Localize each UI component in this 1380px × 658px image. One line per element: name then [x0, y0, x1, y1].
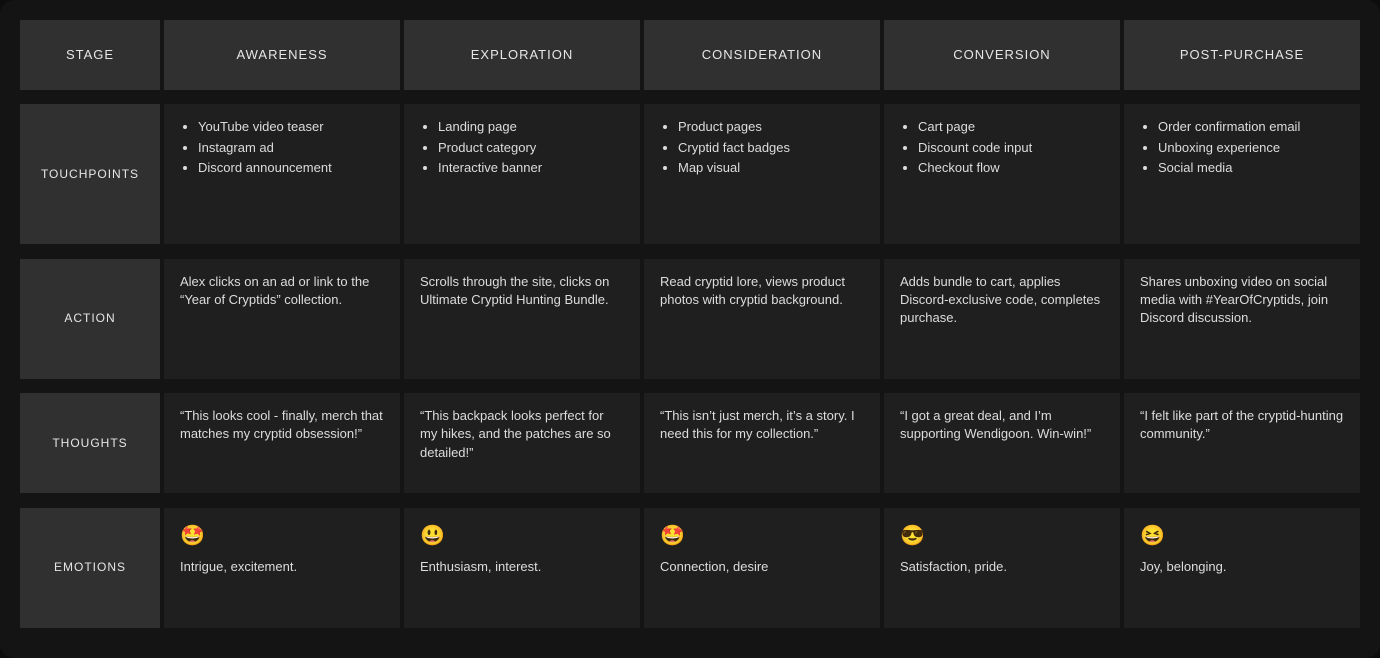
emotion-text: Satisfaction, pride.: [900, 559, 1007, 574]
emotion-text: Enthusiasm, interest.: [420, 559, 541, 574]
touchpoints-exploration: Landing page Product category Interactiv…: [404, 104, 640, 244]
touchpoints-consideration: Product pages Cryptid fact badges Map vi…: [644, 104, 880, 244]
rowlabel-emotions: EMOTIONS: [20, 508, 160, 628]
rowlabel-thoughts: THOUGHTS: [20, 393, 160, 493]
list-item: Checkout flow: [918, 159, 1104, 177]
header-stage-consideration: CONSIDERATION: [644, 20, 880, 90]
header-stage-exploration: EXPLORATION: [404, 20, 640, 90]
action-conversion: Adds bundle to cart, applies Discord-exc…: [884, 259, 1120, 379]
emotions-conversion: 😎 Satisfaction, pride.: [884, 508, 1120, 628]
rowlabel-touchpoints: TOUCHPOINTS: [20, 104, 160, 244]
emotion-emoji: 🤩: [180, 522, 384, 550]
emotion-emoji: 😃: [420, 522, 624, 550]
emotions-exploration: 😃 Enthusiasm, interest.: [404, 508, 640, 628]
thoughts-postpurchase: “I felt like part of the cryptid-hunting…: [1124, 393, 1360, 493]
action-consideration: Read cryptid lore, views product photos …: [644, 259, 880, 379]
list-item: Map visual: [678, 159, 864, 177]
thoughts-awareness: “This looks cool - finally, merch that m…: [164, 393, 400, 493]
journey-map-grid: STAGE AWARENESS EXPLORATION CONSIDERATIO…: [20, 20, 1360, 638]
touchpoints-list: Product pages Cryptid fact badges Map vi…: [660, 118, 864, 177]
list-item: Cryptid fact badges: [678, 139, 864, 157]
thoughts-consideration: “This isn’t just merch, it’s a story. I …: [644, 393, 880, 493]
touchpoints-list: Order confirmation email Unboxing experi…: [1140, 118, 1344, 177]
header-stage-postpurchase: POST-PURCHASE: [1124, 20, 1360, 90]
touchpoints-conversion: Cart page Discount code input Checkout f…: [884, 104, 1120, 244]
list-item: Unboxing experience: [1158, 139, 1344, 157]
list-item: Cart page: [918, 118, 1104, 136]
list-item: Discord announcement: [198, 159, 384, 177]
list-item: Social media: [1158, 159, 1344, 177]
list-item: Product category: [438, 139, 624, 157]
rowlabel-action: ACTION: [20, 259, 160, 379]
thoughts-conversion: “I got a great deal, and I’m supporting …: [884, 393, 1120, 493]
list-item: Interactive banner: [438, 159, 624, 177]
emotion-emoji: 😆: [1140, 522, 1344, 550]
list-item: Order confirmation email: [1158, 118, 1344, 136]
header-corner: STAGE: [20, 20, 160, 90]
touchpoints-postpurchase: Order confirmation email Unboxing experi…: [1124, 104, 1360, 244]
emotion-text: Intrigue, excitement.: [180, 559, 297, 574]
list-item: YouTube video teaser: [198, 118, 384, 136]
thoughts-exploration: “This backpack looks perfect for my hike…: [404, 393, 640, 493]
emotion-text: Joy, belonging.: [1140, 559, 1227, 574]
list-item: Discount code input: [918, 139, 1104, 157]
action-postpurchase: Shares unboxing video on social media wi…: [1124, 259, 1360, 379]
touchpoints-list: Landing page Product category Interactiv…: [420, 118, 624, 177]
journey-map-frame: STAGE AWARENESS EXPLORATION CONSIDERATIO…: [0, 0, 1380, 658]
touchpoints-list: YouTube video teaser Instagram ad Discor…: [180, 118, 384, 177]
list-item: Landing page: [438, 118, 624, 136]
action-exploration: Scrolls through the site, clicks on Ulti…: [404, 259, 640, 379]
header-stage-awareness: AWARENESS: [164, 20, 400, 90]
list-item: Instagram ad: [198, 139, 384, 157]
emotion-text: Connection, desire: [660, 559, 768, 574]
touchpoints-awareness: YouTube video teaser Instagram ad Discor…: [164, 104, 400, 244]
emotion-emoji: 🤩: [660, 522, 864, 550]
emotion-emoji: 😎: [900, 522, 1104, 550]
header-stage-conversion: CONVERSION: [884, 20, 1120, 90]
action-awareness: Alex clicks on an ad or link to the “Yea…: [164, 259, 400, 379]
emotions-postpurchase: 😆 Joy, belonging.: [1124, 508, 1360, 628]
emotions-consideration: 🤩 Connection, desire: [644, 508, 880, 628]
touchpoints-list: Cart page Discount code input Checkout f…: [900, 118, 1104, 177]
list-item: Product pages: [678, 118, 864, 136]
emotions-awareness: 🤩 Intrigue, excitement.: [164, 508, 400, 628]
